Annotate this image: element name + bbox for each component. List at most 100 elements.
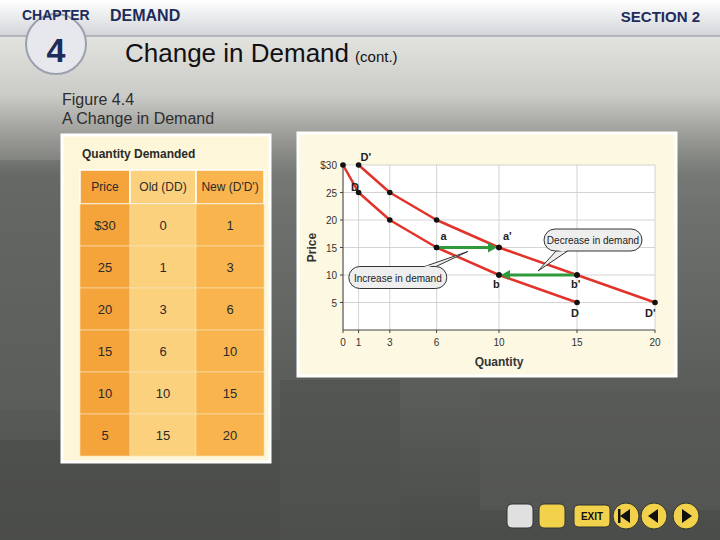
shift-arrow [496,270,580,280]
nav-buttons: EXIT [507,503,699,529]
table-cell-bg [196,372,264,414]
point [434,245,440,251]
table-cell: 10 [98,386,112,401]
y-tick-label: 25 [326,188,338,199]
table-cell-bg [130,246,196,288]
title-main: Change in Demand [125,38,349,68]
title-suffix: (cont.) [355,48,398,65]
nav-icon[interactable] [539,504,565,528]
shift-point [496,245,502,251]
table-cell: 25 [98,260,112,275]
table-cell-bg [80,372,130,414]
table-cell: 5 [101,428,108,443]
point [387,217,393,223]
series-labels: DDD'D' [351,151,656,319]
nav-arrow [682,509,692,523]
shift-point [574,272,580,278]
table-cell-bg [80,246,130,288]
nav-button[interactable] [641,503,667,529]
chapter-label: CHAPTER [22,7,90,23]
table-cell-bg [130,330,196,372]
figure-number: Figure 4.4 [62,91,134,108]
callout-join [423,266,433,268]
table-cell-bg [130,204,196,246]
point [356,162,362,168]
exit-text[interactable]: EXIT [581,511,603,522]
shift-point [496,272,502,278]
table-cell: 6 [159,344,166,359]
table-cell: 15 [223,386,237,401]
callout-text: Increase in demand [354,273,442,284]
plot-marks [340,162,658,305]
table-cell-bg [196,204,264,246]
table-cell: 15 [156,428,170,443]
demand-curve [343,165,577,303]
y-tick-label: $30 [320,160,337,171]
chapter-number: 4 [47,31,66,69]
shift-arrow [434,243,502,253]
shifts: aa'Increase in demandb'bDecrease in dema… [349,229,642,290]
curve-label: D [571,307,579,319]
x-axis [343,330,655,331]
table-title: Quantity Demanded [82,147,195,161]
curve-label: D [351,181,359,193]
background [0,0,720,540]
x-tick-label: 15 [571,337,583,348]
nav-button[interactable] [673,503,699,529]
y-tick-label: 20 [326,215,338,226]
table-cell-bg [130,372,196,414]
nav-button[interactable] [613,503,639,529]
y-axis-label: Price [305,232,319,262]
arrow-head [501,270,510,280]
exit-button[interactable] [574,505,610,527]
background-shape [0,160,60,410]
x-tick-label: 1 [356,337,362,348]
arrow-shaft [440,246,490,249]
callout-tail [538,250,569,271]
x-tick-label: 3 [387,337,393,348]
table-cell: 20 [223,428,237,443]
point [574,300,580,306]
table-cell-bg [80,330,130,372]
table-cell-bg [130,414,196,456]
nav-arrow [620,509,630,523]
table-cell: 20 [98,302,112,317]
table-cell: 10 [223,344,237,359]
table-cell-bg [130,288,196,330]
slide: CHAPTER4DEMANDSECTION 2Change in Demand(… [0,0,720,540]
x-tick-label: 0 [340,337,346,348]
callout-bubble [349,267,447,289]
background-shape [480,390,720,510]
y-tick-label: 10 [326,270,338,281]
chart-panel [298,133,676,376]
callout-join [558,250,568,252]
table-header: Old (DD) [139,180,186,194]
table-panel [62,135,270,462]
curve-label: D' [361,151,372,163]
chapter-badge [26,14,86,74]
table-header: New (D'D') [201,180,258,194]
table-header-cell [80,170,130,204]
nav-bar [618,509,621,523]
grid-line [343,165,655,166]
background-shape [280,380,400,540]
point-label: b' [571,278,581,290]
chapter-title: DEMAND [110,7,180,24]
figure-caption: A Change in Demand [62,110,214,127]
table-cell: 0 [159,218,166,233]
y-tick-label: 5 [331,298,337,309]
grid-line [343,302,655,303]
table-cell-bg [80,414,130,456]
nav-arrow [648,509,658,523]
callout-text: Decrease in demand [547,235,639,246]
table-cell: 6 [226,302,233,317]
table-cell: 3 [226,260,233,275]
header-bar [0,0,720,36]
point-label: b [493,278,500,290]
nav-icon[interactable] [507,504,533,528]
table-cell-bg [196,414,264,456]
callout: Decrease in demand [538,229,642,271]
table-cell-bg [196,246,264,288]
y-axis [343,165,344,330]
table-cell: 10 [156,386,170,401]
